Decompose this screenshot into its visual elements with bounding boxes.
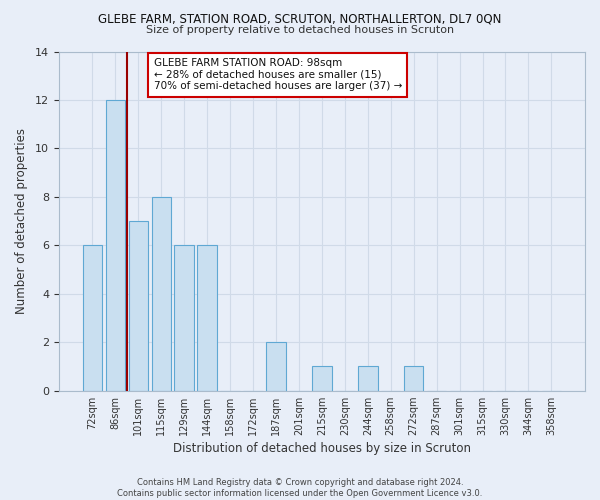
Bar	[266, 342, 286, 390]
Bar	[197, 246, 217, 390]
Text: Contains HM Land Registry data © Crown copyright and database right 2024.
Contai: Contains HM Land Registry data © Crown c…	[118, 478, 482, 498]
X-axis label: Distribution of detached houses by size in Scruton: Distribution of detached houses by size …	[173, 442, 471, 455]
Bar	[106, 100, 125, 390]
Bar	[175, 246, 194, 390]
Text: GLEBE FARM STATION ROAD: 98sqm
← 28% of detached houses are smaller (15)
70% of : GLEBE FARM STATION ROAD: 98sqm ← 28% of …	[154, 58, 402, 92]
Bar	[404, 366, 424, 390]
Text: GLEBE FARM, STATION ROAD, SCRUTON, NORTHALLERTON, DL7 0QN: GLEBE FARM, STATION ROAD, SCRUTON, NORTH…	[98, 12, 502, 26]
Y-axis label: Number of detached properties: Number of detached properties	[15, 128, 28, 314]
Bar	[83, 246, 102, 390]
Bar	[128, 221, 148, 390]
Bar	[312, 366, 332, 390]
Bar	[358, 366, 377, 390]
Text: Size of property relative to detached houses in Scruton: Size of property relative to detached ho…	[146, 25, 454, 35]
Bar	[152, 197, 171, 390]
